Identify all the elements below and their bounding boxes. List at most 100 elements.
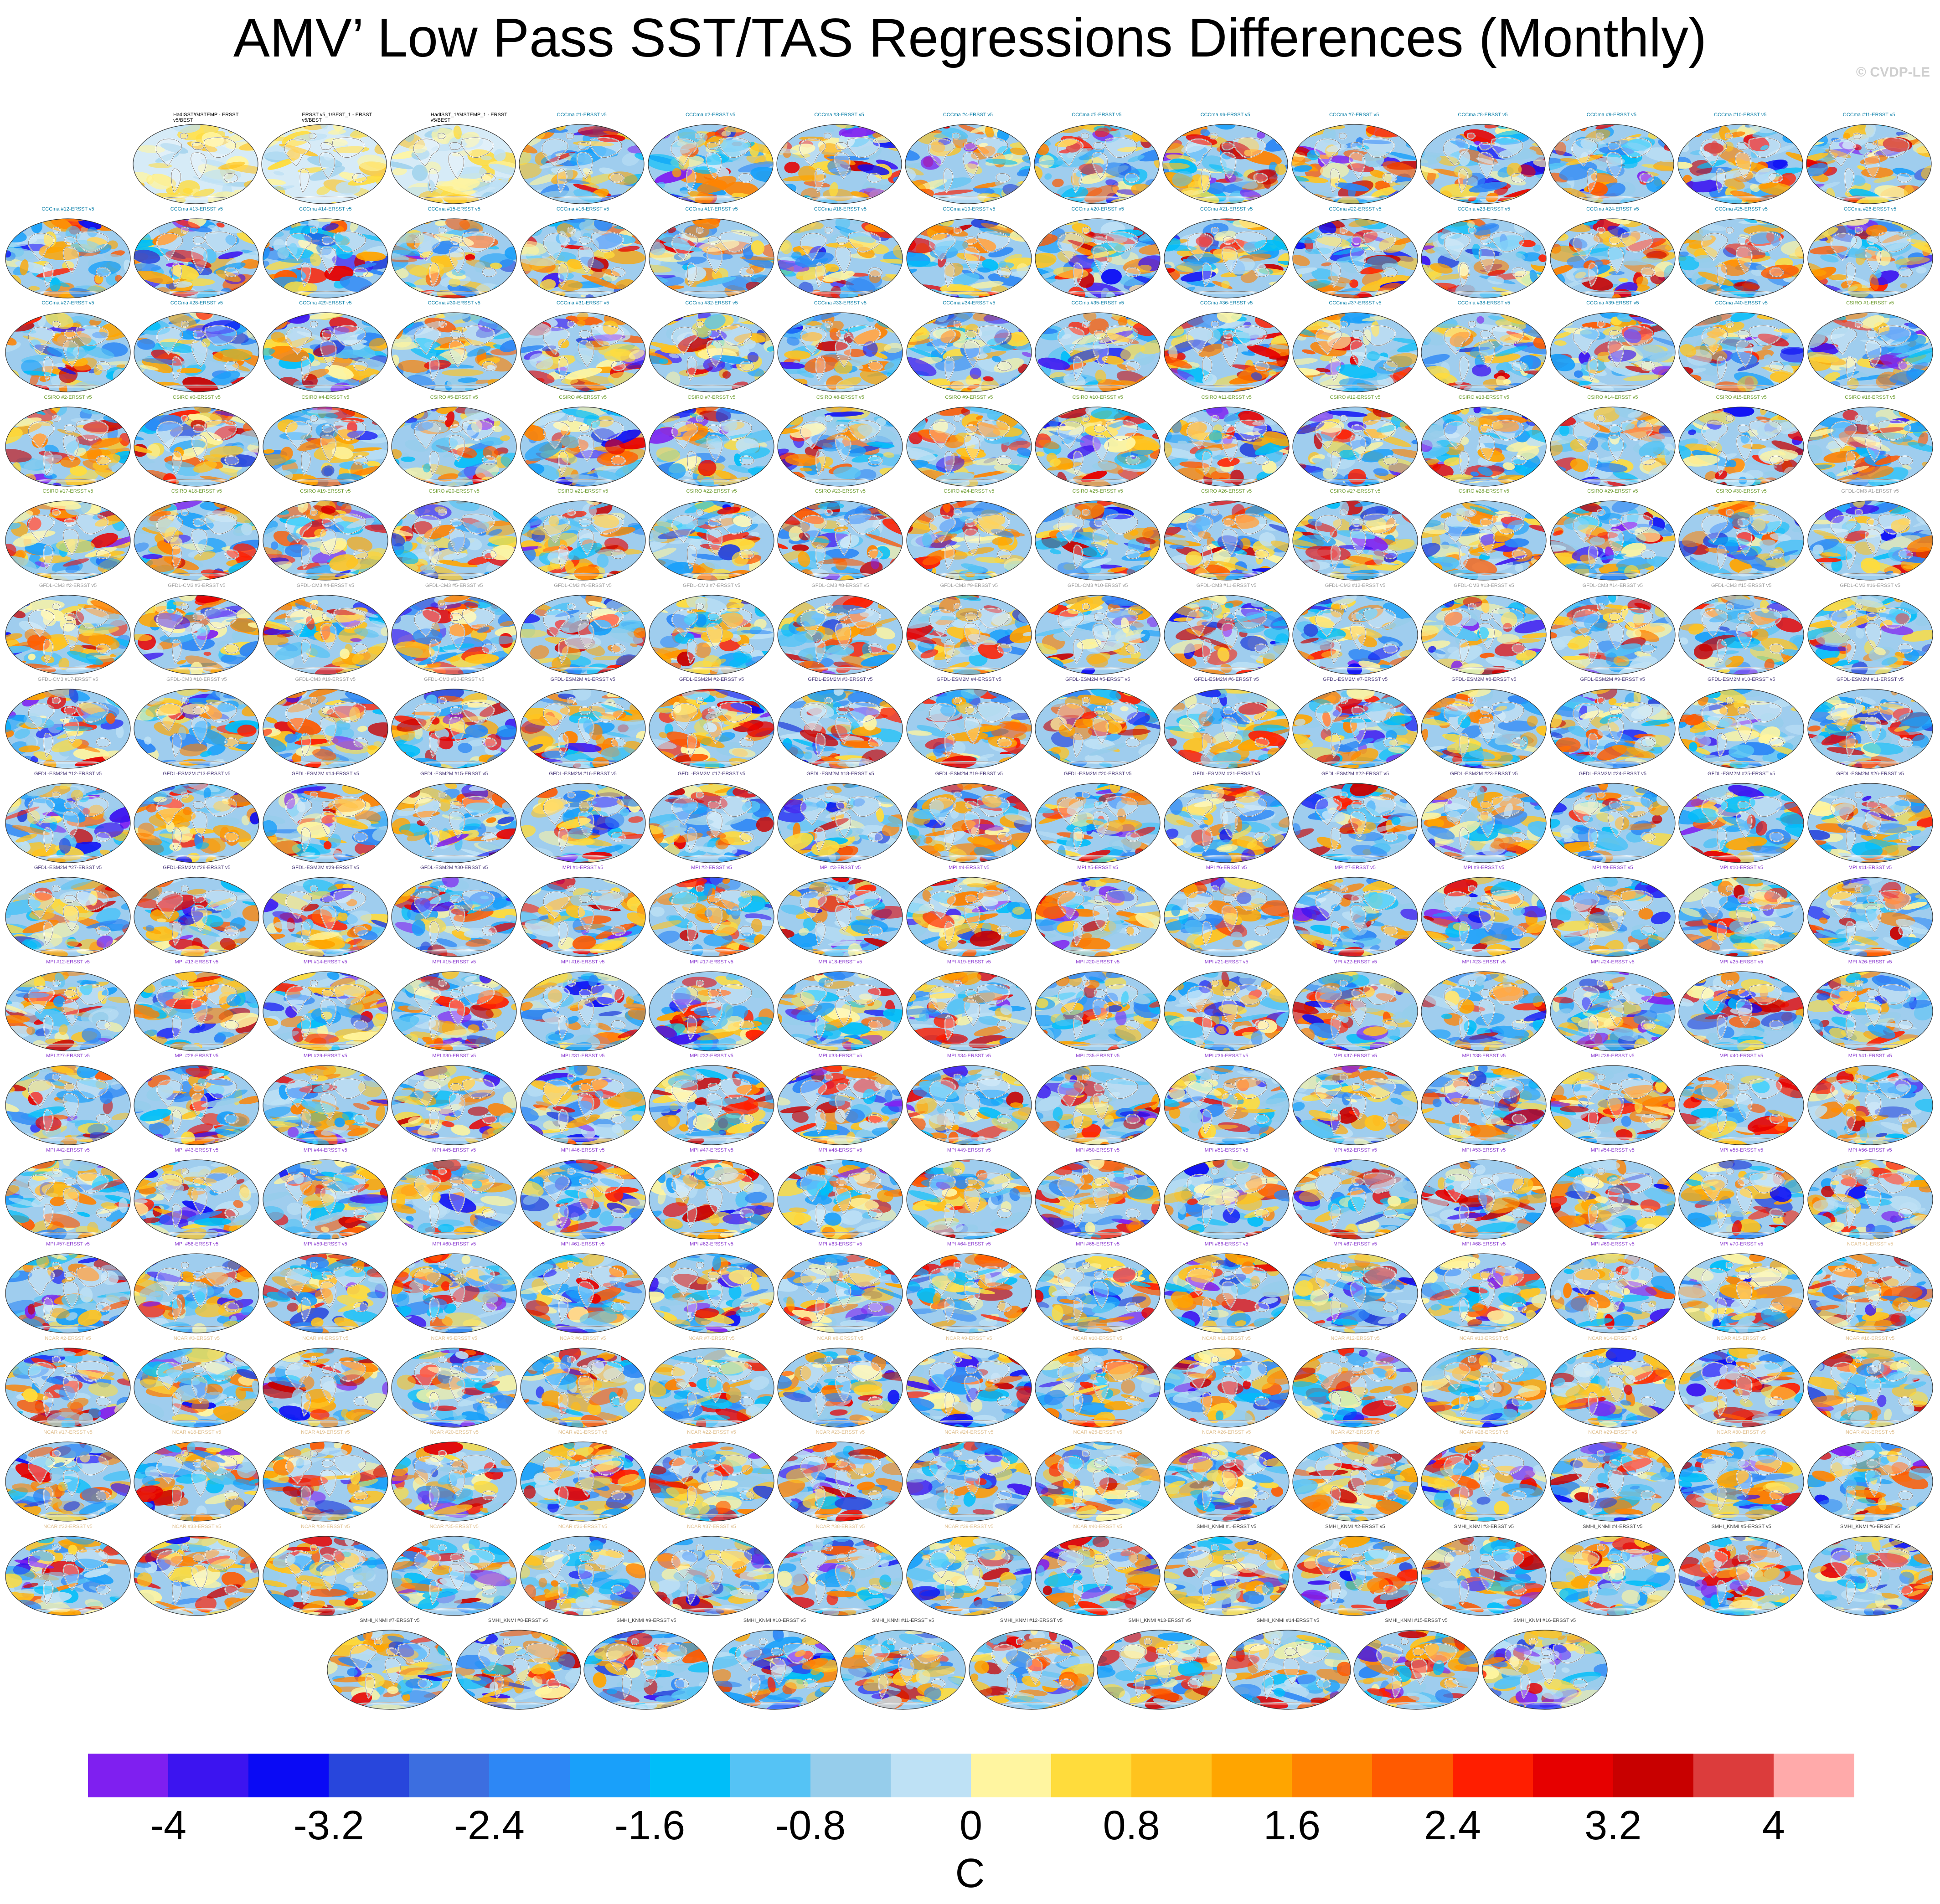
map-panel-title: CSIRO #7-ERSST v5: [648, 395, 775, 406]
global-map: [906, 1159, 1032, 1240]
map-panel-title: GFDL-ESM2M #10-ERSST v5: [1678, 677, 1805, 688]
map-panel-title: CCCma #7-ERSST v5: [1291, 112, 1418, 123]
map-panel: GFDL-ESM2M #2-ERSST v5: [648, 677, 775, 770]
map-panel-title: MPI #47-ERSST v5: [648, 1148, 775, 1158]
map-panel: SMHI_KNMI #5-ERSST v5: [1678, 1524, 1805, 1617]
global-map: [649, 1347, 774, 1428]
map-panel-title: CSIRO #16-ERSST v5: [1807, 395, 1934, 406]
map-panel-title: MPI #1-ERSST v5: [520, 865, 646, 876]
global-map: [263, 218, 388, 298]
map-panel: NCAR #38-ERSST v5: [777, 1524, 903, 1617]
global-map: [1035, 218, 1161, 298]
global-map: [1421, 1065, 1547, 1145]
global-map: [1163, 1065, 1290, 1145]
map-panel: MPI #58-ERSST v5: [133, 1241, 260, 1334]
map-panel: GFDL-CM3 #13-ERSST v5: [1420, 583, 1547, 676]
global-map: [1421, 406, 1547, 487]
global-map: [520, 1159, 646, 1240]
map-panel: MPI #29-ERSST v5: [262, 1053, 389, 1146]
map-panel-title: MPI #15-ERSST v5: [391, 959, 517, 970]
global-map: [1163, 877, 1290, 957]
map-panel: GFDL-ESM2M #23-ERSST v5: [1420, 771, 1547, 864]
map-panel-title: MPI #28-ERSST v5: [133, 1053, 260, 1064]
map-panel: CSIRO #28-ERSST v5: [1420, 489, 1547, 581]
map-panel: GFDL-ESM2M #28-ERSST v5: [133, 865, 260, 958]
global-map: [134, 1159, 259, 1240]
map-panel-title: MPI #6-ERSST v5: [1163, 865, 1290, 876]
global-map: [1550, 1347, 1676, 1428]
map-panel-title: NCAR #33-ERSST v5: [133, 1524, 260, 1535]
map-panel-title: CCCma #6-ERSST v5: [1162, 112, 1289, 123]
global-map: [777, 406, 903, 487]
map-panel: NCAR #35-ERSST v5: [391, 1524, 517, 1617]
global-map: [5, 782, 131, 863]
map-panel-title: NCAR #17-ERSST v5: [5, 1430, 131, 1441]
map-panel-title: GFDL-ESM2M #2-ERSST v5: [648, 677, 775, 688]
map-panel-title: CCCma #25-ERSST v5: [1678, 206, 1805, 217]
colorbar: [88, 1754, 1854, 1797]
global-map: [1292, 1065, 1418, 1145]
global-map: [5, 1441, 131, 1522]
colorbar-swatch: [730, 1754, 811, 1797]
map-panel-title: MPI #48-ERSST v5: [777, 1148, 903, 1158]
map-panel-title: CCCma #28-ERSST v5: [133, 300, 260, 311]
global-map: [1678, 1535, 1804, 1616]
global-map: [520, 782, 646, 863]
global-map: [391, 1441, 517, 1522]
map-panel-title: CSIRO #3-ERSST v5: [133, 395, 260, 406]
map-panel-title: NCAR #11-ERSST v5: [1163, 1336, 1290, 1347]
global-map: [134, 1535, 259, 1616]
global-map: [906, 1065, 1032, 1145]
map-panel: NCAR #16-ERSST v5: [1807, 1336, 1934, 1429]
map-panel-title: CCCma #3-ERSST v5: [776, 112, 903, 123]
map-panel: GFDL-ESM2M #9-ERSST v5: [1549, 677, 1676, 770]
global-map: [840, 1630, 966, 1710]
map-panel-title: MPI #34-ERSST v5: [906, 1053, 1032, 1064]
map-panel-title: MPI #68-ERSST v5: [1420, 1241, 1547, 1252]
map-panel-title: MPI #66-ERSST v5: [1163, 1241, 1290, 1252]
map-panel-title: NCAR #3-ERSST v5: [133, 1336, 260, 1347]
global-map: [134, 406, 259, 487]
map-panel-title: MPI #8-ERSST v5: [1420, 865, 1547, 876]
global-map: [1421, 1159, 1547, 1240]
global-map: [134, 689, 259, 769]
map-panel-title: NCAR #22-ERSST v5: [648, 1430, 775, 1441]
map-panel: GFDL-CM3 #6-ERSST v5: [520, 583, 646, 676]
map-panel-title: GFDL-ESM2M #4-ERSST v5: [906, 677, 1032, 688]
map-panel-title: CSIRO #9-ERSST v5: [906, 395, 1032, 406]
global-map: [1807, 1159, 1933, 1240]
global-map: [391, 218, 517, 298]
global-map: [263, 1159, 388, 1240]
map-panel-title: MPI #2-ERSST v5: [648, 865, 775, 876]
global-map: [1807, 1347, 1933, 1428]
map-panel-title: CCCma #5-ERSST v5: [1033, 112, 1160, 123]
map-panel-title: MPI #52-ERSST v5: [1292, 1148, 1419, 1158]
global-map: [390, 124, 516, 204]
map-panel-title: GFDL-ESM2M #5-ERSST v5: [1034, 677, 1161, 688]
global-map: [133, 124, 258, 204]
map-panel: GFDL-CM3 #12-ERSST v5: [1292, 583, 1419, 676]
global-map: [327, 1630, 453, 1710]
map-panel-title: GFDL-ESM2M #8-ERSST v5: [1420, 677, 1547, 688]
map-panel-title: CCCma #29-ERSST v5: [262, 300, 389, 311]
map-panel-title: NCAR #30-ERSST v5: [1678, 1430, 1805, 1441]
colorbar-tick-label: 0.8: [1103, 1802, 1160, 1849]
map-panel-title: GFDL-CM3 #2-ERSST v5: [5, 583, 131, 594]
map-panel: CSIRO #10-ERSST v5: [1034, 395, 1161, 488]
map-panel-title: SMHI_KNMI #15-ERSST v5: [1353, 1618, 1480, 1629]
colorbar-tick-label: 4: [1762, 1802, 1785, 1849]
colorbar-tick-label: 2.4: [1424, 1802, 1481, 1849]
global-map: [391, 594, 517, 675]
map-panel-title: GFDL-CM3 #11-ERSST v5: [1163, 583, 1290, 594]
global-map: [5, 1347, 131, 1428]
colorbar-swatch: [329, 1754, 409, 1797]
map-panel: MPI #64-ERSST v5: [906, 1241, 1032, 1334]
global-map: [1678, 1065, 1804, 1145]
map-panel-title: SMHI_KNMI #5-ERSST v5: [1678, 1524, 1805, 1535]
global-map: [263, 971, 388, 1051]
global-map: [391, 877, 517, 957]
global-map: [5, 406, 131, 487]
colorbar-swatch: [489, 1754, 570, 1797]
map-panel-title: CSIRO #20-ERSST v5: [391, 489, 517, 499]
map-panel: MPI #39-ERSST v5: [1549, 1053, 1676, 1146]
